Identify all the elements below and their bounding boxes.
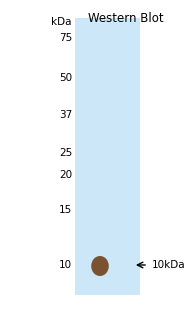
Text: 20: 20	[59, 170, 72, 180]
Ellipse shape	[91, 256, 109, 276]
Text: 37: 37	[59, 110, 72, 120]
Text: 25: 25	[59, 148, 72, 158]
Bar	[75, 18, 140, 295]
Text: kDa: kDa	[51, 17, 72, 27]
Text: 75: 75	[59, 33, 72, 43]
Text: 15: 15	[59, 205, 72, 215]
Text: Western Blot: Western Blot	[88, 12, 163, 25]
Text: 50: 50	[59, 73, 72, 83]
Text: 10kDa: 10kDa	[152, 260, 186, 270]
Text: 10: 10	[59, 260, 72, 270]
